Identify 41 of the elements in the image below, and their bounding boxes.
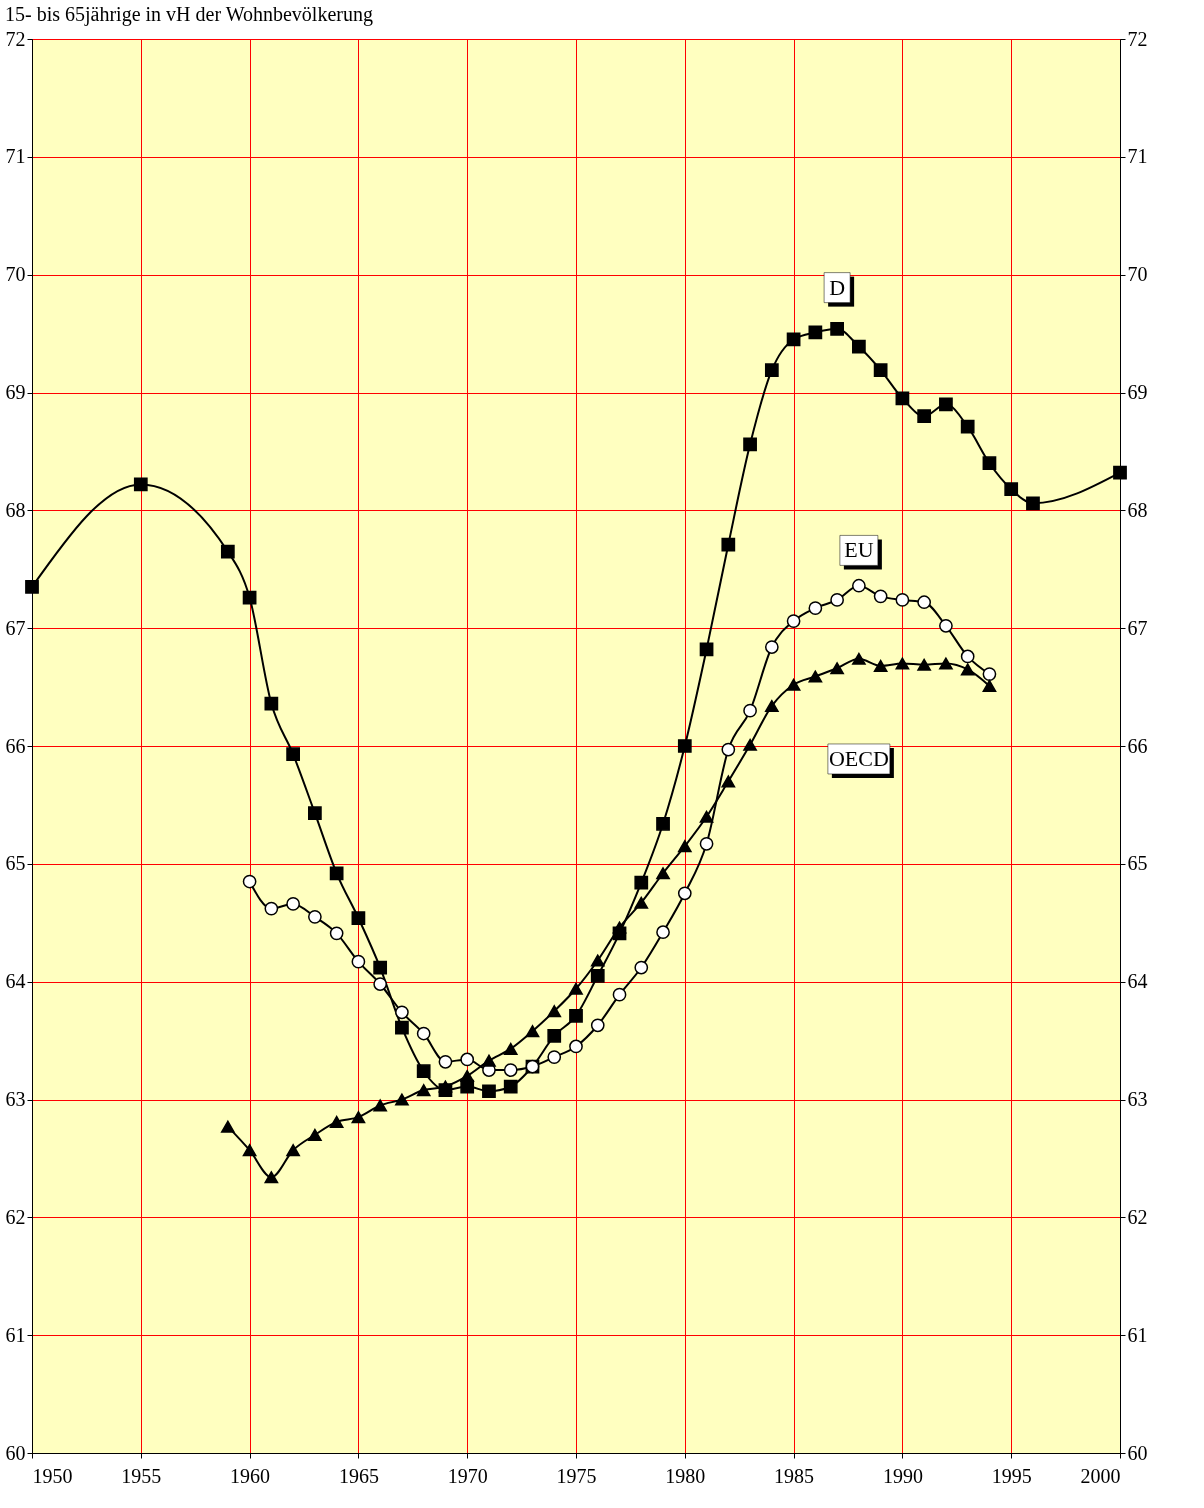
y2-tick-label: 66 [1127,734,1148,757]
series-label: D [829,274,846,300]
x-tick-label: 1980 [665,1464,706,1487]
y-tick-label: 62 [5,1205,26,1228]
y2-tick-label: 71 [1127,145,1148,168]
x-tick-label: 1955 [121,1464,162,1487]
y-tick-label: 63 [5,1088,26,1110]
y-tick-label: 61 [5,1323,26,1346]
y-tick-label: 71 [5,145,26,168]
y2-tick-label: 62 [1127,1205,1148,1228]
y2-tick-label: 63 [1127,1088,1148,1110]
y-tick-label: 66 [5,734,26,757]
series-label: EU [844,537,874,563]
x-tick-label: 1970 [447,1464,488,1487]
y-tick-label: 65 [5,852,26,875]
y2-tick-label: 64 [1127,970,1148,993]
x-tick-label: 1975 [556,1464,597,1487]
y-tick-label: 69 [5,381,26,403]
y-tick-label: 70 [5,263,26,286]
y2-tick-label: 67 [1127,616,1148,639]
x-tick-label: 1960 [230,1464,271,1487]
y-tick-label: 72 [5,27,26,50]
x-tick-label: 2000 [1080,1464,1121,1487]
y2-tick-label: 61 [1127,1323,1148,1346]
x-tick-label: 1965 [338,1464,379,1487]
y2-tick-label: 68 [1127,498,1148,521]
x-tick-label: 1985 [774,1464,815,1487]
y2-tick-label: 69 [1127,381,1148,403]
x-tick-label: 1995 [991,1464,1032,1487]
y-tick-label: 68 [5,498,26,521]
y2-tick-label: 70 [1127,263,1148,286]
y-tick-label: 67 [5,616,26,639]
chart-title: 15- bis 65jährige in vH der Wohnbevölkerung [5,3,373,26]
y2-tick-label: 65 [1127,852,1148,875]
y2-tick-label: 72 [1127,27,1148,50]
x-tick-label: 1950 [32,1464,73,1487]
y2-tick-label: 60 [1127,1441,1148,1464]
y-tick-label: 60 [5,1441,26,1464]
text: OECD [828,745,889,771]
y-tick-label: 64 [5,970,26,993]
x-tick-label: 1990 [882,1464,923,1487]
